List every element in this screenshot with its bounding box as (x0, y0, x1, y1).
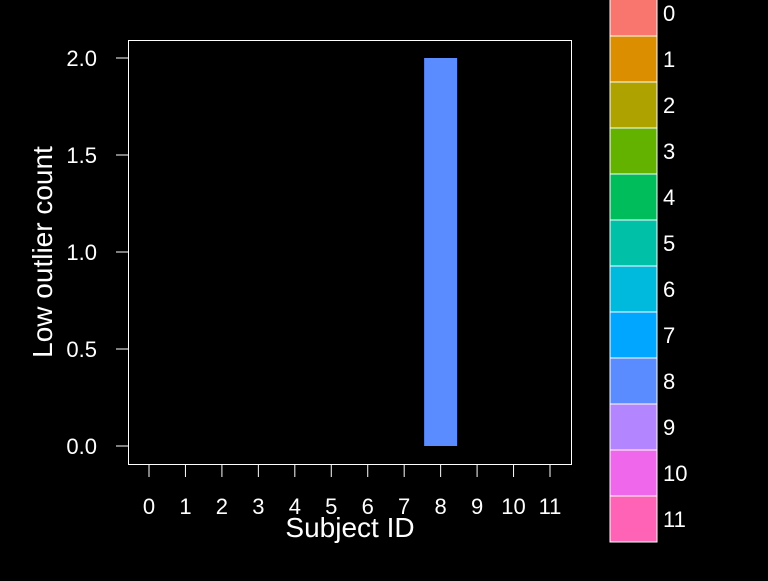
x-tick-label: 2 (216, 494, 228, 519)
legend-swatch-3 (609, 127, 658, 175)
y-tick-label: 1.0 (66, 240, 97, 265)
x-axis-label: Subject ID (285, 512, 414, 543)
legend: 0 1 2 3 4 5 6 7 8 9 10 11 (609, 0, 687, 543)
y-tick-label: 0.0 (66, 434, 97, 459)
legend-swatch-0 (609, 0, 658, 37)
legend-swatch-2 (609, 81, 658, 129)
legend-swatch-10 (609, 449, 658, 497)
legend-label-2: 2 (663, 93, 675, 118)
legend-swatch-6 (609, 265, 658, 313)
x-tick-label: 3 (252, 494, 264, 519)
legend-label-7: 7 (663, 323, 675, 348)
legend-label-0: 0 (663, 1, 675, 26)
legend-swatch-7 (609, 311, 658, 359)
y-tick-label: 1.5 (66, 143, 97, 168)
legend-label-6: 6 (663, 277, 675, 302)
y-axis-label: Low outlier count (27, 146, 58, 358)
legend-label-11: 11 (663, 507, 686, 532)
plot-frame (128, 40, 572, 465)
legend-label-10: 10 (663, 461, 687, 486)
y-axis: 0.0 0.5 1.0 1.5 2.0 (66, 46, 128, 459)
x-axis: 0 1 2 3 4 5 6 7 8 9 10 11 (143, 465, 562, 519)
legend-swatch-4 (609, 173, 658, 221)
bar-8 (424, 58, 458, 446)
x-tick-label: 11 (539, 494, 562, 519)
x-tick-label: 0 (143, 494, 155, 519)
legend-label-8: 8 (663, 369, 675, 394)
x-tick-label: 4 (289, 494, 301, 519)
legend-label-3: 3 (663, 139, 675, 164)
x-tick-label: 9 (471, 494, 483, 519)
legend-label-5: 5 (663, 231, 675, 256)
legend-swatch-11 (609, 495, 658, 543)
x-tick-label: 1 (179, 494, 191, 519)
x-tick-label: 10 (501, 494, 525, 519)
x-tick-label: 5 (325, 494, 337, 519)
legend-swatch-8 (609, 357, 658, 405)
legend-swatch-1 (609, 35, 658, 83)
legend-label-4: 4 (663, 185, 675, 210)
x-tick-label: 7 (398, 494, 410, 519)
bars (424, 58, 458, 446)
legend-label-1: 1 (663, 47, 675, 72)
y-tick-label: 0.5 (66, 337, 97, 362)
legend-swatch-9 (609, 403, 658, 451)
x-tick-label: 8 (435, 494, 447, 519)
legend-swatch-5 (609, 219, 658, 267)
x-tick-label: 6 (362, 494, 374, 519)
y-tick-label: 2.0 (66, 46, 97, 71)
legend-label-9: 9 (663, 415, 675, 440)
